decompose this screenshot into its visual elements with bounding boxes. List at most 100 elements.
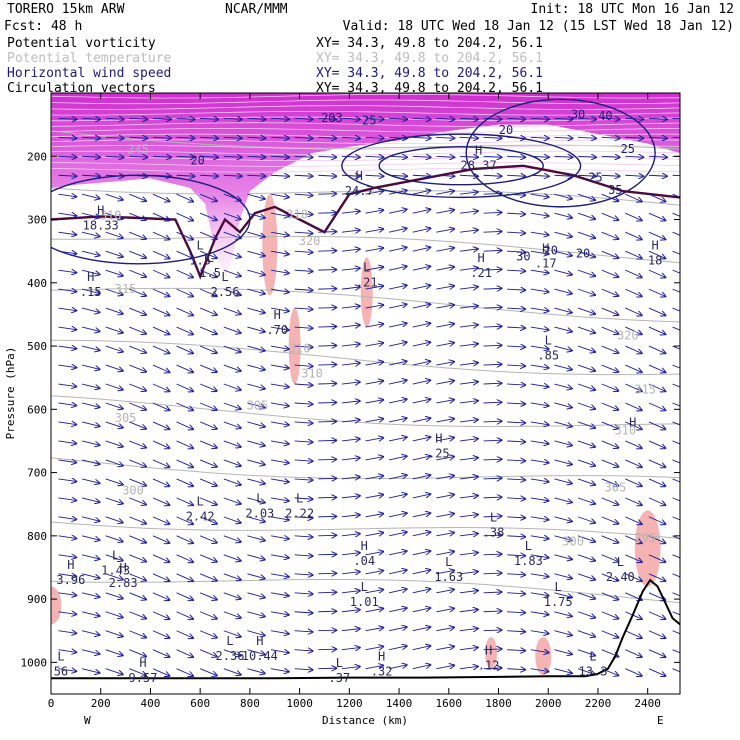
circulation-vector bbox=[341, 648, 360, 650]
circulation-vector bbox=[129, 383, 146, 391]
extremum-type: L bbox=[490, 511, 497, 525]
circulation-vector bbox=[412, 342, 431, 347]
circulation-vector bbox=[554, 137, 572, 138]
circulation-vector bbox=[577, 440, 595, 447]
extremum-type: L bbox=[336, 656, 343, 670]
circulation-vector bbox=[105, 649, 123, 656]
circulation-vector bbox=[318, 364, 336, 365]
extremum-label: L2.42 bbox=[186, 495, 215, 524]
circulation-vector bbox=[341, 306, 360, 308]
circulation-vector bbox=[530, 384, 549, 387]
circulation-vector bbox=[199, 573, 217, 581]
circulation-vector bbox=[672, 174, 680, 177]
x-axis-label: Distance (km) bbox=[322, 714, 408, 727]
circulation-vector bbox=[530, 517, 549, 520]
circulation-vector bbox=[294, 612, 313, 613]
circulation-vector bbox=[271, 156, 289, 157]
extremum-type: L bbox=[197, 495, 204, 509]
theta-label: 300 bbox=[562, 534, 584, 548]
circulation-vector bbox=[507, 574, 525, 575]
circulation-vector bbox=[412, 323, 431, 328]
circulation-vector bbox=[625, 118, 643, 119]
circulation-vector bbox=[672, 269, 680, 274]
circulation-vector bbox=[318, 554, 336, 555]
theta-label: 315 bbox=[634, 383, 656, 397]
circulation-vector bbox=[129, 421, 146, 429]
circulation-vector bbox=[507, 194, 525, 195]
circulation-vector bbox=[625, 497, 641, 505]
circulation-vector bbox=[436, 381, 454, 384]
circulation-vector bbox=[625, 231, 641, 239]
circulation-vector bbox=[625, 288, 641, 296]
legend-xy: XY= 34.3, 49.8 to 204.2, 56.1 bbox=[316, 81, 543, 96]
circulation-vector bbox=[223, 212, 241, 219]
extremum-value: .17 bbox=[535, 257, 557, 271]
circulation-vector bbox=[270, 308, 289, 311]
circulation-vector bbox=[81, 402, 99, 407]
extremum-value: .21 bbox=[470, 266, 492, 280]
circulation-vector bbox=[436, 476, 454, 479]
circulation-vector bbox=[530, 403, 549, 406]
circulation-vector bbox=[294, 137, 313, 138]
circulation-vector bbox=[81, 231, 99, 236]
circulation-vector bbox=[483, 307, 502, 308]
circulation-vector bbox=[412, 475, 431, 480]
circulation-vector bbox=[483, 269, 502, 270]
circulation-vector bbox=[459, 118, 478, 119]
circulation-vector bbox=[129, 307, 146, 315]
circulation-vector bbox=[554, 307, 571, 313]
circulation-vector bbox=[294, 479, 313, 480]
circulation-vector bbox=[483, 592, 502, 593]
circulation-vector bbox=[365, 646, 384, 649]
circulation-vector bbox=[105, 193, 123, 200]
extremum-value: .85 bbox=[537, 348, 559, 362]
circulation-vector bbox=[129, 212, 146, 220]
circulation-vector bbox=[129, 649, 146, 657]
circulation-vector bbox=[389, 342, 407, 347]
circulation-vector bbox=[577, 288, 595, 295]
circulation-vector bbox=[176, 535, 193, 543]
circulation-vector bbox=[389, 418, 407, 423]
circulation-vector bbox=[554, 212, 571, 218]
circulation-vector bbox=[105, 592, 123, 599]
extremum-type: L bbox=[256, 492, 263, 506]
circulation-vector bbox=[601, 307, 619, 315]
circulation-vector bbox=[58, 422, 76, 425]
circulation-vector bbox=[129, 592, 146, 600]
extremum-label: L1.83 bbox=[514, 539, 543, 568]
legend-entry: Horizontal wind speed bbox=[7, 66, 171, 81]
circulation-vector bbox=[199, 364, 217, 372]
circulation-vector bbox=[578, 156, 596, 157]
extremum-value: 13.3 bbox=[579, 665, 608, 679]
circulation-vector bbox=[223, 137, 242, 138]
circulation-vector bbox=[530, 669, 549, 672]
circulation-vector bbox=[577, 212, 595, 219]
circulation-vector bbox=[247, 554, 264, 560]
circulation-vector bbox=[294, 441, 313, 442]
circulation-vector bbox=[199, 231, 217, 239]
circulation-vector bbox=[199, 459, 217, 467]
extremum-label: L1.43 bbox=[101, 548, 130, 577]
strat-isentrope bbox=[51, 105, 680, 110]
circulation-vector bbox=[365, 665, 384, 668]
circulation-vector bbox=[483, 231, 502, 232]
circulation-vector bbox=[341, 458, 360, 460]
circulation-vector bbox=[412, 627, 431, 632]
circulation-vector bbox=[152, 118, 171, 119]
extremum-value: .38 bbox=[483, 526, 505, 540]
legend-xy: XY= 34.3, 49.8 to 204.2, 56.1 bbox=[316, 66, 543, 81]
extremum-type: L bbox=[589, 650, 596, 664]
circulation-vector bbox=[152, 156, 171, 157]
circulation-vector bbox=[58, 365, 76, 368]
circulation-vector bbox=[223, 383, 241, 390]
circulation-vector bbox=[554, 156, 572, 157]
circulation-vector bbox=[81, 193, 99, 198]
circulation-vector bbox=[81, 345, 99, 350]
strat-isentrope bbox=[51, 150, 680, 156]
circulation-vector bbox=[105, 668, 123, 675]
circulation-vector bbox=[58, 327, 76, 330]
circulation-vector bbox=[625, 573, 641, 581]
circulation-vector bbox=[341, 137, 360, 138]
circulation-vector bbox=[318, 459, 336, 460]
theta-label: 320 bbox=[617, 329, 639, 343]
